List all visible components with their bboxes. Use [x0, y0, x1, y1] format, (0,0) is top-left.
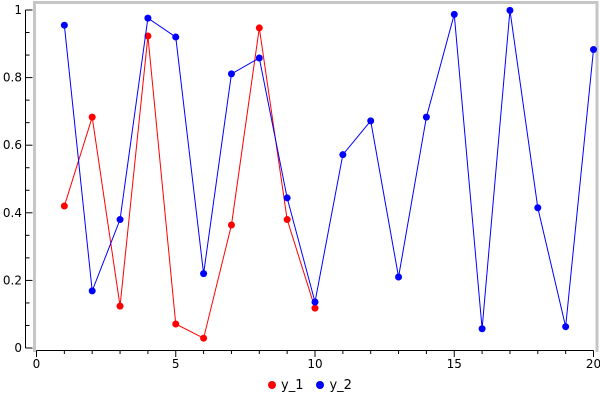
x-tick-label: 10 [307, 357, 322, 371]
data-point-y_1 [227, 221, 235, 229]
series-y_1-line [63, 27, 316, 339]
data-point-y_2 [506, 6, 514, 14]
data-point-y_2 [395, 273, 403, 281]
series-y_2 [60, 6, 597, 333]
data-point-y_2 [200, 270, 208, 278]
data-point-y_2 [227, 70, 235, 78]
y-tick-label: 0.2 [3, 273, 22, 287]
y2-marker-icon [316, 381, 325, 389]
data-point-y_2 [478, 325, 486, 333]
data-point-y_1 [60, 202, 68, 210]
data-point-y_2 [422, 113, 430, 121]
data-point-y_2 [311, 298, 319, 306]
series-y_1 [60, 24, 319, 342]
x-tick-label: 15 [447, 357, 462, 371]
data-point-y_2 [339, 151, 347, 159]
legend: y_1 y_2 [268, 377, 352, 393]
data-point-y_1 [311, 304, 319, 312]
data-point-y_2 [116, 216, 124, 224]
x-axis: 0 5 10 15 20 [33, 350, 600, 371]
y-tick-label: 0.4 [3, 206, 22, 220]
data-point-y_2 [534, 204, 542, 212]
x-tick-label: 5 [172, 357, 180, 371]
y-tick-label: 1 [14, 3, 22, 17]
data-point-y_2 [367, 117, 375, 125]
data-point-y_1 [172, 320, 180, 328]
data-point-y_2 [88, 287, 96, 295]
y-tick-label: 0.8 [3, 71, 22, 85]
data-point-y_2 [450, 10, 458, 18]
data-point-y_2 [283, 194, 291, 202]
data-point-y_2 [144, 14, 152, 22]
data-point-y_2 [60, 21, 68, 29]
x-tick-label: 0 [33, 357, 41, 371]
data-point-y_2 [255, 54, 263, 62]
data-point-y_1 [200, 334, 208, 342]
data-point-y_2 [562, 323, 570, 331]
data-point-y_2 [172, 33, 180, 41]
y1-marker-icon [268, 381, 276, 389]
legend-label-y2: y_2 [329, 377, 352, 393]
data-point-y_2 [590, 46, 597, 54]
legend-item-y1: y_1 [268, 379, 303, 392]
legend-label-y1: y_1 [281, 377, 304, 393]
plot-frame-border [33, 1, 599, 352]
y-tick-label: 0.6 [3, 138, 22, 152]
legend-item-y2: y_2 [316, 377, 352, 393]
data-point-y_1 [88, 113, 96, 121]
x-tick-label: 20 [586, 357, 600, 371]
y-axis: 0 0.2 0.4 0.6 0.8 1 [3, 3, 33, 355]
data-point-y_1 [116, 302, 124, 310]
y-tick-label: 0 [14, 341, 22, 355]
data-point-y_1 [283, 216, 291, 224]
data-point-y_1 [255, 24, 263, 32]
series-y_2-line [63, 10, 594, 329]
